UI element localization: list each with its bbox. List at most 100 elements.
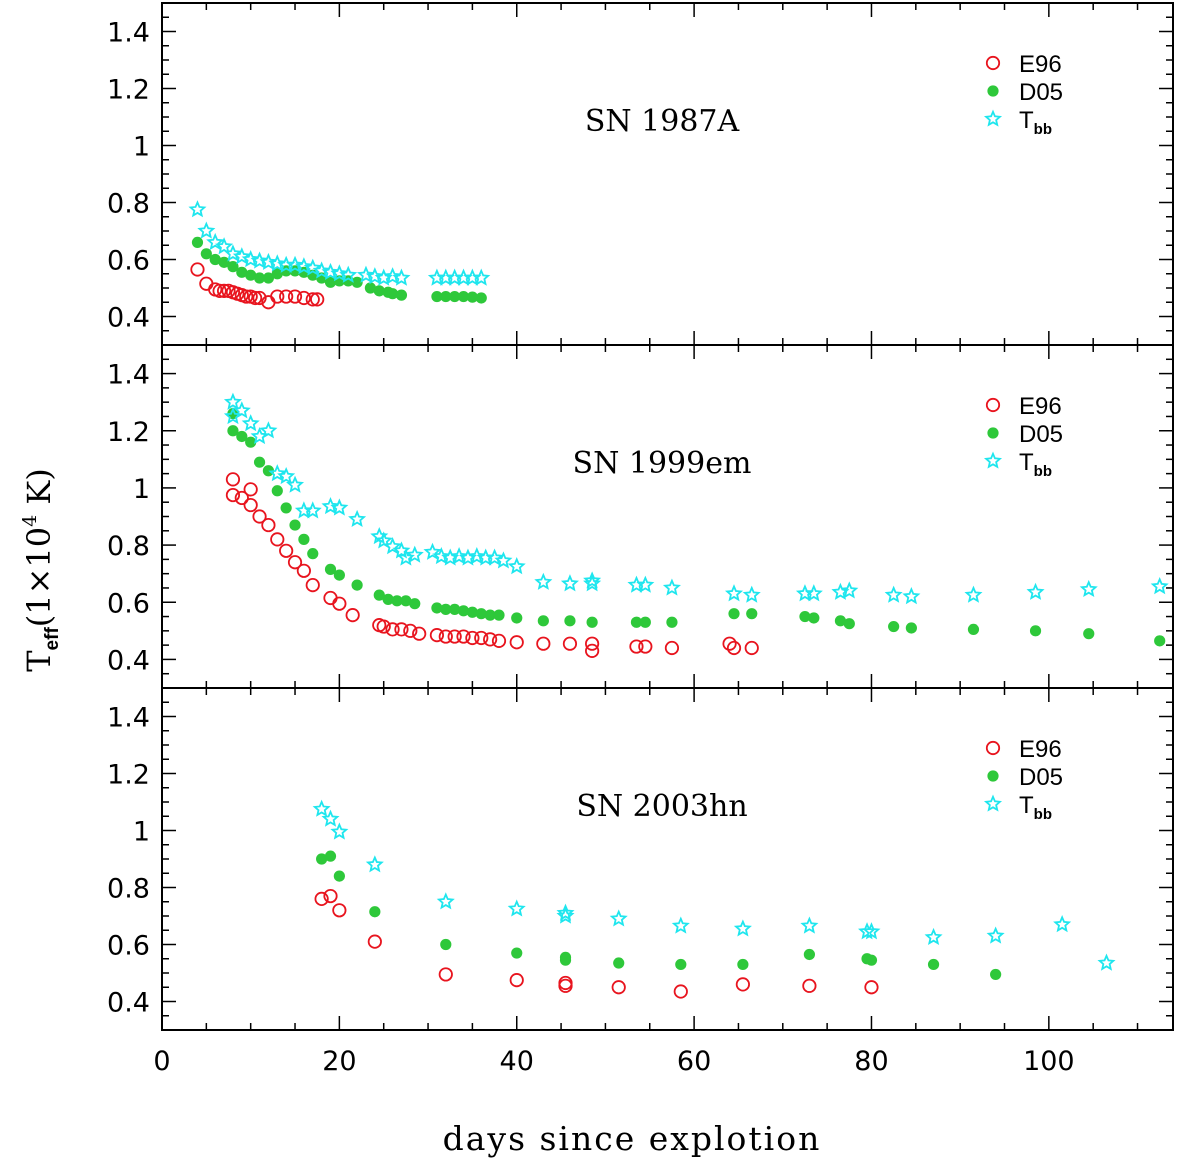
data-point-tbb [330,498,349,516]
data-point-d05 [484,609,496,621]
data-point-e96 [305,577,320,593]
legend-marker-e96 [985,740,1001,756]
y-axis-title-sup: 4 [19,515,41,527]
data-point-e96 [190,262,205,277]
data-point-tbb [964,585,983,603]
data-point-tbb [583,571,602,589]
data-point-d05 [369,906,381,918]
data-point-d05 [431,290,443,303]
y-axis-title-rest-b: K) [20,468,58,515]
data-point-tbb [250,251,269,269]
data-point-tbb [560,574,579,592]
data-point-tbb [1150,577,1169,595]
data-point-d05 [449,290,461,303]
y-tick-label: 0.4 [107,303,150,334]
data-point-e96 [429,628,445,643]
data-point-tbb [312,799,331,817]
data-point-e96 [585,636,600,651]
data-point-d05 [333,569,345,581]
data-point-tbb [671,916,690,934]
data-point-d05 [586,616,598,628]
data-point-e96 [243,482,258,497]
data-point-tbb [321,262,340,280]
data-point-d05 [191,236,204,248]
data-point-tbb [321,497,340,515]
data-point-e96 [447,629,462,644]
data-point-e96 [558,978,573,993]
data-point-tbb [268,464,287,482]
legend-marker-e96 [985,55,1001,71]
y-tick-label: 0.6 [107,931,150,962]
data-point-tbb [662,578,681,596]
data-point-e96 [509,973,524,988]
data-point-tbb [450,547,469,565]
x-tick-label: 0 [153,1046,170,1077]
data-point-e96 [332,903,347,918]
data-point-d05 [639,616,651,628]
data-point-d05 [511,612,523,624]
data-point-tbb [286,475,305,493]
data-point-tbb [902,587,921,605]
data-point-e96 [314,891,329,907]
legend-marker-tbb [983,794,1003,812]
y-tick-label: 0.8 [107,531,150,562]
data-point-d05 [431,602,443,614]
data-point-d05 [1083,628,1095,640]
x-tick-label: 20 [322,1046,356,1077]
data-point-tbb [862,922,881,940]
data-point-tbb [215,237,234,255]
data-point-e96 [744,640,759,656]
data-point-d05 [1154,635,1166,647]
data-point-d05 [888,620,900,633]
x-tick-label: 80 [854,1046,888,1077]
data-point-e96 [483,632,498,647]
data-point-d05 [386,288,399,300]
data-point-e96 [638,639,653,654]
data-point-tbb [733,919,752,937]
data-point-tbb [472,268,491,286]
series-tbb [188,200,491,286]
y-tick-label: 0.4 [107,645,150,676]
data-point-tbb [1026,582,1045,600]
data-point-tbb [742,585,761,603]
y-tick-label: 0.6 [107,588,150,619]
data-point-d05 [808,612,820,624]
data-point-d05 [475,292,487,304]
data-point-tbb [556,906,575,924]
data-point-e96 [673,984,688,999]
data-point-tbb [277,466,296,485]
data-point-e96 [296,563,311,578]
y-tick-label: 0.8 [107,189,150,220]
data-point-e96 [261,517,276,533]
data-point-d05 [395,289,408,301]
data-point-d05 [564,615,576,627]
data-point-tbb [534,572,553,590]
data-point-d05 [324,850,337,862]
data-point-e96 [287,555,303,570]
data-point-tbb [432,547,451,565]
x-tick-label: 60 [677,1046,711,1077]
data-point-d05 [737,958,749,971]
data-point-tbb [268,254,287,272]
data-point-tbb [232,247,251,265]
data-point-e96 [199,276,214,291]
legend-label-tbb: Tbb [1019,792,1052,823]
series-e96 [190,262,325,310]
data-point-d05 [559,954,572,966]
panel-label: SN 1987A [585,104,740,139]
data-point-e96 [394,622,409,637]
data-point-e96 [722,636,737,651]
data-point-d05 [218,256,230,268]
y-tick-label: 1 [133,474,150,505]
data-point-e96 [509,635,524,650]
data-point-d05 [227,261,239,273]
y-tick-label: 0.8 [107,874,150,905]
y-axis-title-sub: eff [42,627,63,651]
y-tick-label: 1.2 [107,760,150,791]
data-point-d05 [409,598,421,610]
data-point-d05 [834,615,847,627]
data-point-tbb [223,244,242,262]
y-tick-label: 1.4 [107,703,150,734]
